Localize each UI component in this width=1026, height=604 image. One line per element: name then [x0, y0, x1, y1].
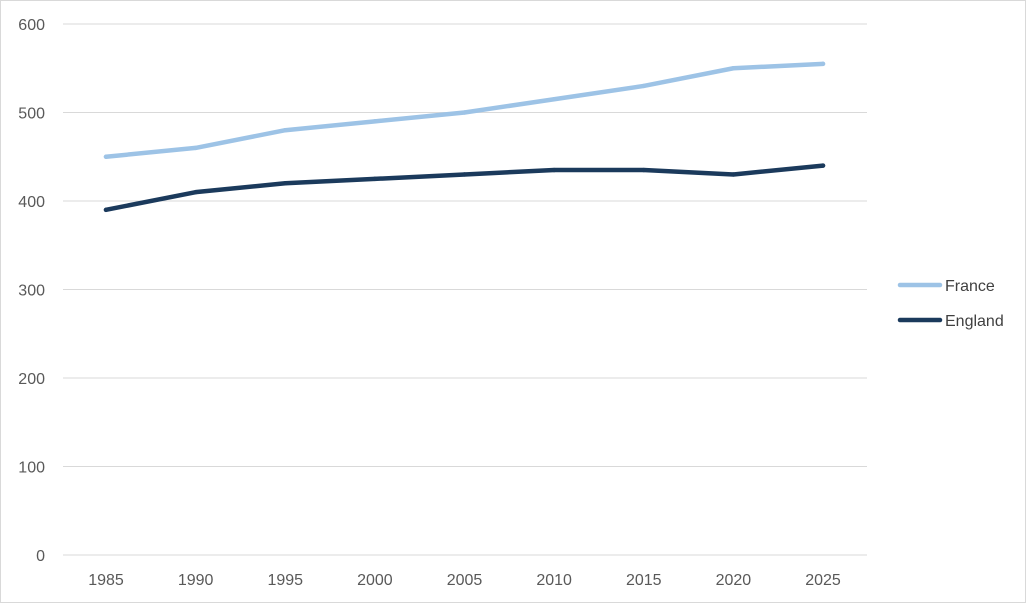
- data-point-france: [372, 119, 378, 124]
- series-line-france: [103, 61, 826, 159]
- data-point-england: [641, 167, 646, 173]
- x-tick-label: 1995: [267, 572, 303, 589]
- data-point-france: [103, 154, 109, 159]
- x-tick-label: 2020: [716, 572, 752, 589]
- x-axis-tick-labels: 1985 1990 1995 2000 2005 2010 2015 2020 2025: [88, 572, 841, 589]
- legend: France England: [897, 278, 1004, 330]
- series-line-england: [103, 163, 826, 213]
- x-tick-label: 1990: [178, 572, 214, 589]
- legend-label-france: France: [945, 278, 995, 295]
- data-point-england: [731, 172, 736, 177]
- data-point-france: [462, 110, 467, 115]
- x-tick-label: 2015: [626, 572, 662, 589]
- data-point-england: [551, 167, 557, 173]
- data-point-england: [103, 207, 109, 213]
- y-tick-label: 300: [18, 283, 45, 300]
- data-point-england: [193, 189, 198, 195]
- data-point-france: [283, 128, 288, 133]
- data-point-england: [462, 172, 467, 177]
- x-tick-label: 1985: [88, 572, 124, 589]
- data-point-france: [820, 61, 826, 67]
- x-tick-label: 2000: [357, 572, 393, 589]
- data-point-england: [372, 176, 378, 182]
- series-lines: [103, 61, 826, 213]
- y-tick-label: 500: [18, 106, 45, 123]
- y-tick-label: 400: [18, 194, 45, 211]
- y-tick-label: 100: [18, 460, 45, 477]
- x-tick-label: 2010: [536, 572, 572, 589]
- gridlines: [63, 23, 867, 556]
- x-tick-label: 2005: [447, 572, 483, 589]
- data-point-france: [193, 145, 198, 151]
- y-axis-tick-labels: 0 100 200 300 400 500 600: [18, 17, 45, 565]
- data-point-france: [731, 66, 736, 71]
- legend-label-england: England: [945, 313, 1004, 330]
- y-tick-label: 200: [18, 371, 45, 388]
- y-tick-label: 600: [18, 17, 45, 34]
- data-point-england: [283, 181, 288, 186]
- y-tick-label: 0: [36, 548, 45, 565]
- data-point-france: [551, 97, 557, 102]
- x-tick-label: 2025: [805, 572, 841, 589]
- data-point-france: [641, 83, 646, 89]
- data-point-england: [820, 163, 826, 168]
